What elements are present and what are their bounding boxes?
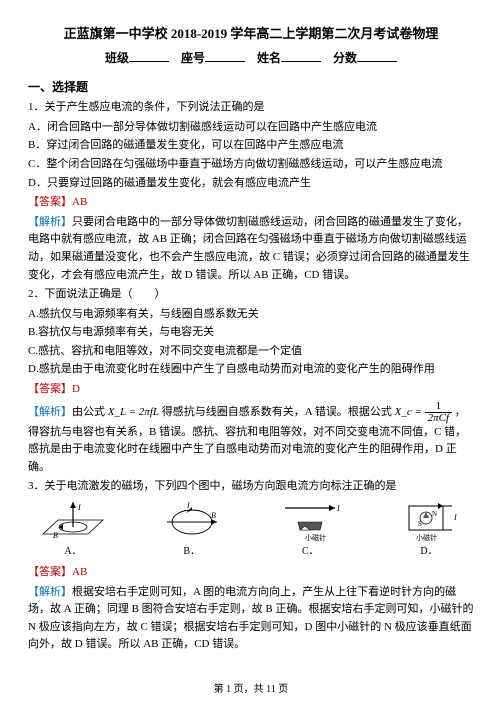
svg-text:S: S	[418, 520, 422, 528]
q2-opt-b: B.容抗仅与电源频率有关，与电容无关	[28, 324, 474, 342]
name-blank	[281, 49, 321, 62]
q3-diagrams: I B A． B I B． I 小磁针	[28, 500, 474, 560]
score-blank	[357, 49, 397, 62]
score-label: 分数	[333, 51, 357, 65]
q3-diag-b: B I B．	[147, 500, 237, 560]
q3-explain: 【解析】根据安培右手定则可知，A 图的电流方向向上，产生从上往下看逆时针方向的磁…	[28, 584, 474, 654]
q3-label-c: C．	[302, 546, 319, 557]
q3-diag-d: I 小磁针 N S D．	[384, 500, 474, 560]
svg-text:B: B	[53, 531, 58, 540]
svg-text:小磁针: 小磁针	[305, 533, 326, 542]
q2-explain-mid1: 得感抗与线圈自感系数有关，A 错误。根据公式	[162, 406, 392, 418]
answer-tag: 【答案】	[28, 196, 72, 208]
q3-diag-a: I B A．	[28, 500, 118, 560]
svg-text:I: I	[77, 503, 81, 512]
answer-tag: 【答案】	[28, 566, 72, 578]
q1-opt-d: D．只要穿过回路的磁通量发生变化，就会有感应电流产生	[28, 175, 474, 193]
exam-page: 正蓝旗第一中学校 2018-2019 学年高二上学期第二次月考试卷物理 班级 座…	[0, 0, 502, 708]
class-label: 班级	[105, 51, 129, 65]
q2-opt-d: D.感抗是由于电流变化时在线圈中产生了自感电动势而对电流的变化产生的阻碍作用	[28, 361, 474, 379]
formula-xc-left: X_c =	[395, 406, 422, 418]
fraction: 1 2πCf	[425, 401, 452, 424]
diagram-a-icon: I B	[38, 500, 108, 544]
class-blank	[129, 49, 169, 62]
svg-text:N: N	[432, 510, 437, 518]
q1-answer: 【答案】AB	[28, 194, 474, 212]
diagram-d-icon: I 小磁针 N S	[394, 500, 464, 544]
q3-stem: 3．关于电流激发的磁场，下列四个图中，磁场方向跟电流方向标注正确的是	[28, 478, 474, 496]
q3-answer: 【答案】AB	[28, 564, 474, 582]
q2-stem: 2．下面说法正确是（ ）	[28, 286, 474, 304]
q1-answer-value: AB	[72, 196, 87, 208]
svg-text:I: I	[186, 501, 190, 510]
q2-answer-value: D	[72, 383, 80, 395]
q3-label-d: D．	[420, 546, 437, 557]
q3-label-b: B．	[183, 546, 200, 557]
q1-opt-c: C．整个闭合回路在匀强磁场中垂直于磁场方向做切割磁感线运动，可以产生感应电流	[28, 156, 474, 174]
q3-explain-text: 根据安培右手定则可知，A 图的电流方向向上，产生从上往下看逆时针方向的磁场，故 …	[28, 586, 474, 651]
q3-answer-value: AB	[72, 566, 87, 578]
seat-label: 座号	[181, 51, 205, 65]
q3-diag-c: I 小磁针 C．	[265, 500, 355, 560]
answer-tag: 【答案】	[28, 383, 72, 395]
formula-xl: X_L = 2πfL	[108, 406, 159, 418]
q1-opt-a: A．闭合回路中一部分导体做切割磁感线运动可以在回路中产生感应电流	[28, 119, 474, 137]
q2-explain: 【解析】由公式 X_L = 2πfL 得感抗与线圈自感系数有关，A 错误。根据公…	[28, 401, 474, 477]
explain-tag: 【解析】	[28, 216, 72, 228]
page-title: 正蓝旗第一中学校 2018-2019 学年高二上学期第二次月考试卷物理	[28, 24, 474, 45]
explain-tag: 【解析】	[28, 406, 72, 418]
name-label: 姓名	[257, 51, 281, 65]
student-info-row: 班级 座号 姓名 分数	[28, 49, 474, 68]
explain-tag: 【解析】	[28, 586, 72, 598]
page-footer: 第 1 页，共 11 页	[28, 682, 474, 698]
seat-blank	[205, 49, 245, 62]
q2-explain-pre: 由公式	[72, 406, 105, 418]
q2-opt-a: A.感抗仅与电源频率有关，与线圈自感系数无关	[28, 306, 474, 324]
q1-stem: 1．关于产生感应电流的条件，下列说法正确的是	[28, 99, 474, 117]
svg-text:B: B	[211, 511, 216, 520]
q2-opt-c: C.感抗、容抗和电阻等效，对不同交变电流都是一个定值	[28, 343, 474, 361]
svg-text:I: I	[336, 504, 340, 513]
diagram-b-icon: B I	[157, 500, 227, 544]
q2-answer: 【答案】D	[28, 381, 474, 399]
q1-explain-text: 只要闭合电路中的一部分导体做切割磁感线运动，闭合回路的磁通量发生了变化，电路中就…	[28, 216, 470, 281]
frac-num: 1	[425, 401, 452, 413]
section-heading: 一、选择题	[28, 78, 474, 97]
frac-den: 2πCf	[425, 413, 452, 424]
diagram-c-icon: I 小磁针	[275, 500, 345, 544]
q1-opt-b: B．穿过闭合回路的磁通量发生变化，可以在回路中产生感应电流	[28, 137, 474, 155]
q1-explain: 【解析】只要闭合电路中的一部分导体做切割磁感线运动，闭合回路的磁通量发生了变化，…	[28, 214, 474, 284]
svg-text:小磁针: 小磁针	[416, 533, 437, 542]
svg-text:I: I	[453, 513, 457, 522]
q3-label-a: A．	[64, 546, 81, 557]
